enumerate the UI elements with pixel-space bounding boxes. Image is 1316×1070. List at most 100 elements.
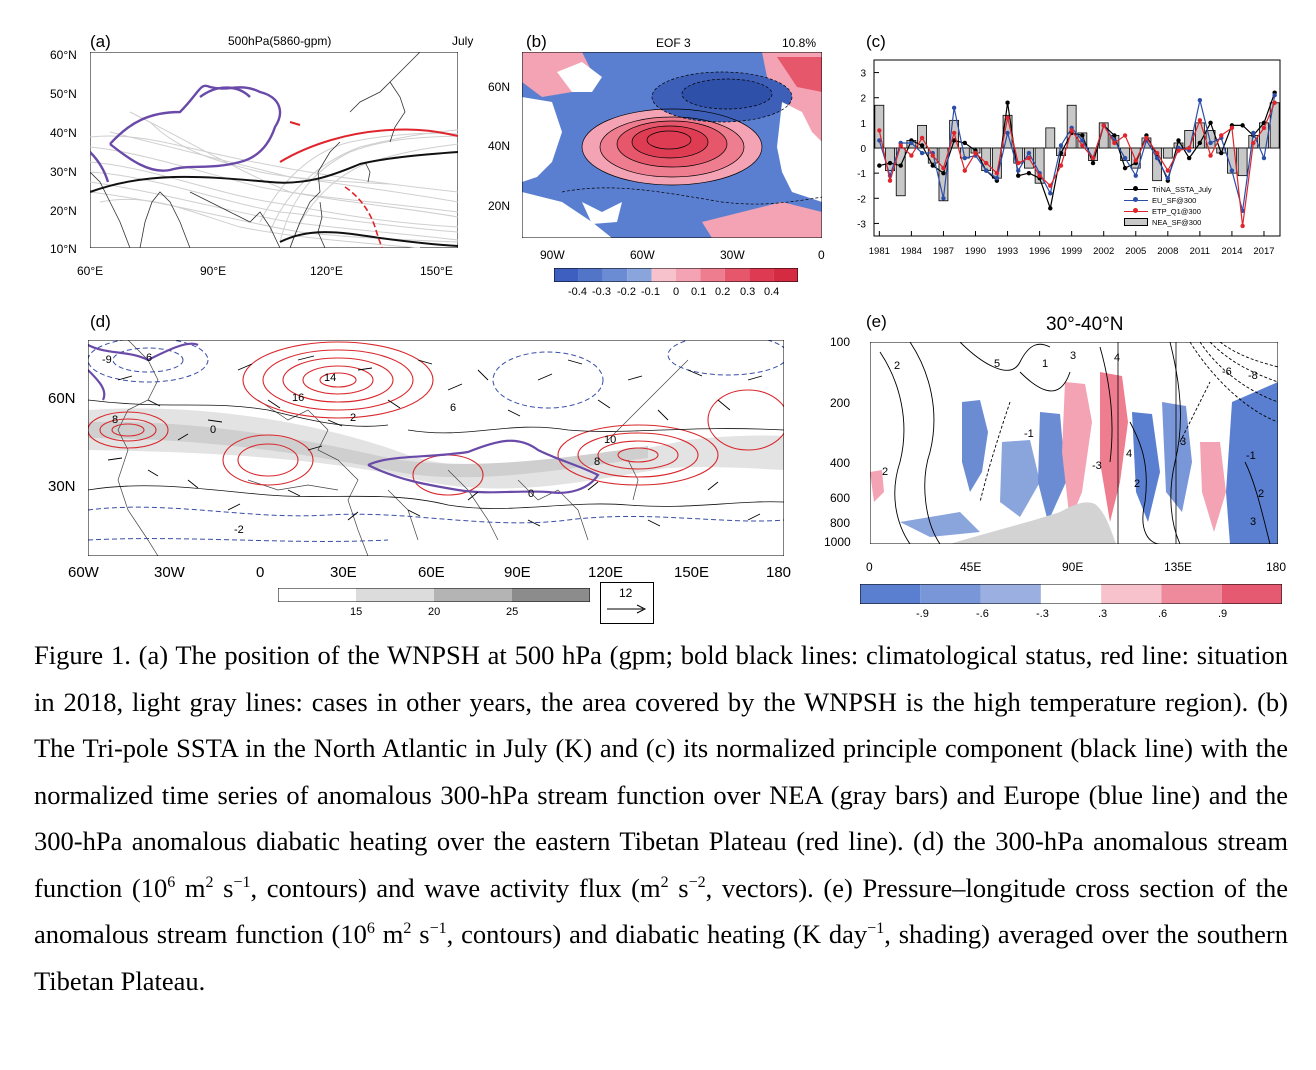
panel-b-cb-tick: -0.2 (617, 286, 636, 298)
series-point (1112, 140, 1117, 146)
series-point (1229, 125, 1235, 131)
series-point (1122, 165, 1128, 171)
legend-item: ETP_Q1@300 (1124, 206, 1224, 217)
x-tick-label: 1990 (965, 246, 986, 257)
series-point (1133, 158, 1138, 163)
series-point (1197, 118, 1203, 123)
panel-b-cb-tick: -0.3 (592, 286, 611, 298)
series-point (1251, 130, 1256, 136)
panel-e-cb-tick: .6 (1158, 608, 1168, 620)
caption-text: m (175, 872, 206, 903)
series-point (1240, 123, 1245, 128)
y-tick-label: 2 (860, 94, 866, 105)
series-point (1048, 191, 1053, 196)
series-point (919, 135, 925, 141)
series-point (887, 160, 893, 166)
series-point (1058, 143, 1064, 148)
panel-e-cb-tick: -.3 (1036, 608, 1049, 620)
panel-b-lon-tick: 0 (818, 248, 825, 262)
caption-sup: 2 (660, 873, 669, 891)
series-point (1186, 155, 1192, 161)
panel-d-colorbar (278, 588, 590, 602)
bar (1098, 122, 1109, 149)
series-point (1208, 120, 1213, 126)
panel-e-section (870, 342, 1278, 544)
panel-e-y-tick: 800 (830, 516, 851, 530)
bar (1045, 127, 1056, 149)
panel-e-contour-label: 2 (1134, 478, 1141, 490)
series-point (1026, 170, 1032, 176)
x-tick-label: 1993 (997, 246, 1018, 257)
series-point (941, 196, 946, 201)
caption-text: , contours) and diabatic heating (K day (446, 919, 868, 949)
panel-d-contour-label: 16 (292, 392, 305, 404)
panel-b-lon-tick: 90W (540, 248, 565, 262)
panel-b-lon-tick: 30W (720, 248, 745, 262)
panel-e-contour-label: 2 (894, 360, 901, 372)
panel-b-lat-tick: 40N (488, 139, 511, 153)
series-point (1272, 93, 1277, 98)
caption-sup: 6 (366, 920, 375, 938)
caption-sup: 2 (403, 920, 412, 938)
series-point (1026, 155, 1032, 161)
panel-d-contour-label: 0 (210, 424, 217, 436)
legend-item: NEA_SF@300 (1124, 217, 1224, 228)
legend-item: TriNA_SSTA_July (1124, 184, 1224, 195)
panel-e-label: (e) (866, 312, 887, 331)
panel-b-title: EOF 3 (656, 36, 691, 50)
panel-d-lon-tick: 90E (504, 564, 531, 581)
series-point (1219, 150, 1224, 156)
series-point (1261, 155, 1267, 161)
x-tick-label: 1981 (869, 246, 890, 257)
y-tick-label: -3 (857, 219, 866, 230)
series-point (1251, 140, 1256, 146)
panel-d-contour-label: -2 (234, 524, 244, 536)
legend-label: TriNA_SSTA_July (1152, 185, 1212, 194)
panel-a-lat-tick: 20°N (50, 204, 77, 218)
panel-b-cb-tick: 0 (673, 286, 680, 298)
series-point (983, 168, 989, 173)
caption-sup: −1 (867, 920, 885, 938)
series-point (1208, 140, 1213, 146)
panel-d-cb-tick: 25 (506, 606, 519, 618)
series-point (1122, 155, 1128, 161)
series-point (1186, 145, 1192, 151)
panel-d-contour-label: 10 (604, 434, 617, 446)
panel-a-lon-tick: 60°E (77, 264, 104, 278)
panel-a-month: July (452, 34, 474, 48)
series-point (1197, 98, 1203, 103)
series-line (878, 102, 1276, 226)
panel-c-label: (c) (866, 32, 886, 51)
panel-e-contour-label: -8 (1248, 370, 1258, 382)
x-tick-label: 2005 (1125, 246, 1146, 257)
panel-e-contour-label: 3 (1250, 516, 1257, 528)
panel-e-contour-label: 4 (1126, 448, 1133, 460)
series-point (877, 163, 882, 168)
x-tick-label: 2017 (1253, 246, 1274, 257)
series-point (983, 160, 989, 166)
series-point (1080, 138, 1085, 143)
x-tick-label: 1999 (1061, 246, 1082, 257)
panel-d-contour-label: 14 (324, 372, 337, 384)
series-point (951, 138, 957, 143)
panel-e-cb-tick: .9 (1218, 608, 1228, 620)
bar (1227, 147, 1237, 174)
panel-b-colorbar (554, 268, 798, 282)
panel-e-y-tick: 200 (830, 396, 851, 410)
series-point (1144, 135, 1149, 141)
panel-b-cb-tick: 0.1 (691, 286, 707, 298)
series-point (909, 140, 914, 146)
panel-e-contour-label: 3 (1070, 350, 1077, 362)
series-point (941, 170, 946, 176)
caption-sup: −1 (429, 920, 447, 938)
panel-e-title: 30°-40°N (1046, 314, 1124, 335)
series-point (877, 128, 882, 133)
panel-d-lon-tick: 150E (674, 564, 710, 581)
panel-c-chart: 3 2 1 0 -1 -2 -3 1981 1984 1987 1990 1993 1996 1999 20… (857, 59, 1281, 257)
series-point (1112, 133, 1117, 138)
series-point (930, 163, 935, 168)
series-point (1219, 133, 1224, 138)
caption-sup: 2 (205, 873, 214, 891)
panel-b-variance: 10.8% (782, 36, 817, 50)
y-tick-label: -2 (857, 194, 866, 205)
